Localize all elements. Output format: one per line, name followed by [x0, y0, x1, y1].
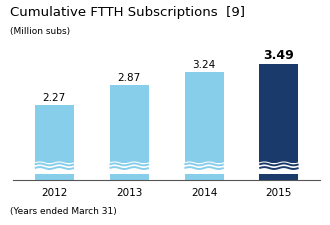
Text: Cumulative FTTH Subscriptions  [9]: Cumulative FTTH Subscriptions [9]: [10, 6, 245, 19]
Bar: [259, 163, 298, 174]
Text: 2.87: 2.87: [117, 73, 141, 83]
Bar: [35, 105, 74, 180]
Bar: [184, 72, 223, 180]
Text: 3.49: 3.49: [264, 49, 294, 62]
Text: (Years ended March 31): (Years ended March 31): [10, 207, 116, 216]
Bar: [110, 163, 149, 174]
Text: (Million subs): (Million subs): [10, 27, 70, 36]
Bar: [259, 64, 298, 180]
Bar: [184, 163, 223, 174]
Text: 3.24: 3.24: [192, 60, 216, 70]
Bar: [35, 163, 74, 174]
Bar: [110, 85, 149, 180]
Text: 2.27: 2.27: [43, 93, 66, 103]
